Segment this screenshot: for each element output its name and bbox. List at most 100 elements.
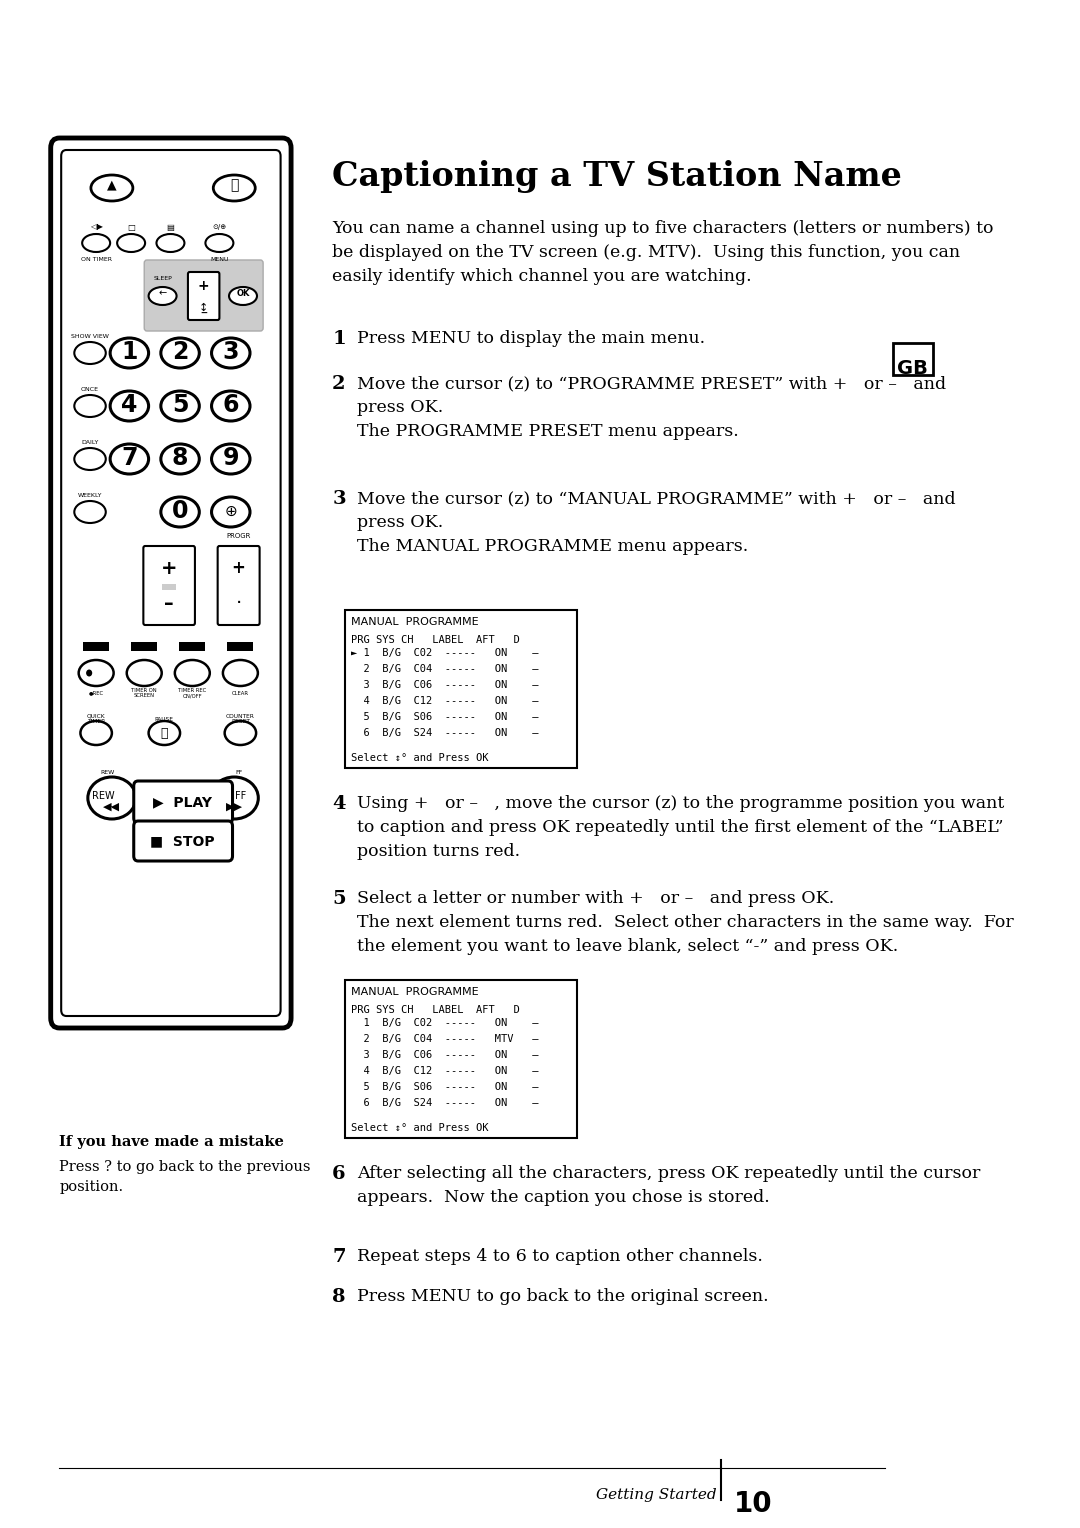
Ellipse shape xyxy=(212,338,249,368)
Text: Getting Started: Getting Started xyxy=(596,1488,717,1502)
Text: PRG SYS CH   LABEL  AFT   D: PRG SYS CH LABEL AFT D xyxy=(351,636,521,645)
Ellipse shape xyxy=(149,287,176,306)
Text: ◀◀: ◀◀ xyxy=(104,802,120,811)
FancyBboxPatch shape xyxy=(62,150,281,1016)
Text: COUNTER
RESET: COUNTER RESET xyxy=(226,714,255,724)
Ellipse shape xyxy=(211,778,258,819)
Bar xyxy=(83,642,109,651)
Text: Press MENU to display the main menu.: Press MENU to display the main menu. xyxy=(356,330,705,347)
Text: FF: FF xyxy=(235,770,242,775)
Text: ·: · xyxy=(235,593,242,613)
Text: SHOW VIEW: SHOW VIEW xyxy=(71,333,109,339)
Text: ⏻: ⏻ xyxy=(230,177,239,193)
FancyBboxPatch shape xyxy=(144,545,194,625)
Ellipse shape xyxy=(229,287,257,306)
Text: 10: 10 xyxy=(734,1490,773,1517)
FancyBboxPatch shape xyxy=(218,545,259,625)
Text: 0: 0 xyxy=(172,500,188,523)
Text: TIMER REC
ON/OFF: TIMER REC ON/OFF xyxy=(178,688,206,698)
Text: FF: FF xyxy=(234,792,246,801)
Text: ▲: ▲ xyxy=(107,179,117,191)
Text: ONCE: ONCE xyxy=(81,387,99,391)
Ellipse shape xyxy=(213,176,255,202)
Text: +: + xyxy=(161,559,177,578)
Bar xyxy=(227,642,254,651)
Text: 3: 3 xyxy=(333,490,346,507)
Text: 4  B/G  C12  -----   ON    –: 4 B/G C12 ----- ON – xyxy=(351,695,539,706)
Text: +: + xyxy=(198,280,210,293)
Text: Move the cursor (z) to “MANUAL PROGRAMME” with +   or –   and
press OK.
The MANU: Move the cursor (z) to “MANUAL PROGRAMME… xyxy=(356,490,956,555)
Text: 8: 8 xyxy=(172,446,188,471)
Text: 4  B/G  C12  -----   ON    –: 4 B/G C12 ----- ON – xyxy=(351,1067,539,1076)
Text: ⊕: ⊕ xyxy=(225,504,238,518)
Circle shape xyxy=(86,669,92,677)
Text: +: + xyxy=(232,559,245,578)
Ellipse shape xyxy=(110,445,149,474)
Text: 6: 6 xyxy=(222,393,239,417)
Ellipse shape xyxy=(212,497,249,527)
FancyBboxPatch shape xyxy=(134,781,232,824)
Ellipse shape xyxy=(161,445,200,474)
FancyBboxPatch shape xyxy=(134,821,232,860)
Text: 1: 1 xyxy=(333,330,346,348)
Text: ↕: ↕ xyxy=(199,303,208,313)
Text: 6: 6 xyxy=(333,1164,346,1183)
Text: OK: OK xyxy=(237,289,249,298)
Text: 5: 5 xyxy=(333,889,346,908)
Text: 2: 2 xyxy=(172,341,188,364)
Text: MANUAL  PROGRAMME: MANUAL PROGRAMME xyxy=(351,987,480,996)
Text: GB: GB xyxy=(897,359,928,377)
Ellipse shape xyxy=(161,497,200,527)
Ellipse shape xyxy=(117,234,145,252)
Text: ▶  PLAY: ▶ PLAY xyxy=(153,795,212,808)
Text: ■  STOP: ■ STOP xyxy=(150,834,215,848)
Text: PRG SYS CH   LABEL  AFT   D: PRG SYS CH LABEL AFT D xyxy=(351,1005,521,1015)
Text: REW: REW xyxy=(100,770,114,775)
Text: 6  B/G  S24  -----   ON    –: 6 B/G S24 ----- ON – xyxy=(351,727,539,738)
Ellipse shape xyxy=(80,721,112,746)
Bar xyxy=(162,584,176,590)
Text: After selecting all the characters, press OK repeatedly until the cursor
appears: After selecting all the characters, pres… xyxy=(356,1164,980,1206)
Text: 3  B/G  C06  -----   ON    –: 3 B/G C06 ----- ON – xyxy=(351,680,539,691)
Text: ⊙/⊕: ⊙/⊕ xyxy=(213,225,227,231)
Text: 3  B/G  C06  -----   ON    –: 3 B/G C06 ----- ON – xyxy=(351,1050,539,1060)
Text: WEEKLY: WEEKLY xyxy=(78,492,103,498)
Text: 7: 7 xyxy=(333,1248,346,1267)
Ellipse shape xyxy=(82,234,110,252)
Text: 8: 8 xyxy=(333,1288,346,1306)
Text: CLEAR: CLEAR xyxy=(232,691,248,695)
Ellipse shape xyxy=(75,501,106,523)
FancyBboxPatch shape xyxy=(51,138,292,1028)
Ellipse shape xyxy=(110,338,149,368)
Text: REW: REW xyxy=(92,792,114,801)
Ellipse shape xyxy=(149,721,180,746)
Text: PROGR: PROGR xyxy=(227,533,251,539)
Bar xyxy=(346,979,577,1138)
Text: SLEEP: SLEEP xyxy=(153,275,172,281)
Ellipse shape xyxy=(212,445,249,474)
Text: Using +   or –   , move the cursor (z) to the programme position you want
to cap: Using + or – , move the cursor (z) to th… xyxy=(356,795,1004,860)
Ellipse shape xyxy=(222,660,258,686)
Text: Press ? to go back to the previous
position.: Press ? to go back to the previous posit… xyxy=(59,1160,311,1193)
Text: Repeat steps 4 to 6 to caption other channels.: Repeat steps 4 to 6 to caption other cha… xyxy=(356,1248,762,1265)
Text: Select ↕° and Press OK: Select ↕° and Press OK xyxy=(351,753,489,762)
Ellipse shape xyxy=(205,234,233,252)
Text: 3: 3 xyxy=(222,341,239,364)
Text: 1  B/G  C02  -----   ON    –: 1 B/G C02 ----- ON – xyxy=(351,1018,539,1028)
Text: 1: 1 xyxy=(121,341,137,364)
Text: PAUSE: PAUSE xyxy=(154,717,174,721)
Text: TIMER ON
SCREEN: TIMER ON SCREEN xyxy=(132,688,157,698)
Ellipse shape xyxy=(75,448,106,471)
Ellipse shape xyxy=(225,721,256,746)
Ellipse shape xyxy=(91,176,133,202)
FancyBboxPatch shape xyxy=(188,272,219,319)
Bar xyxy=(346,610,577,769)
Text: 2  B/G  C04  -----   ON    –: 2 B/G C04 ----- ON – xyxy=(351,665,539,674)
Text: 5  B/G  S06  -----   ON    –: 5 B/G S06 ----- ON – xyxy=(351,712,539,723)
Text: Select a letter or number with +   or –   and press OK.
The next element turns r: Select a letter or number with + or – an… xyxy=(356,889,1013,955)
Text: 4: 4 xyxy=(121,393,137,417)
Text: Press MENU to go back to the original screen.: Press MENU to go back to the original sc… xyxy=(356,1288,768,1305)
Ellipse shape xyxy=(75,342,106,364)
Text: 9: 9 xyxy=(222,446,239,471)
Text: Captioning a TV Station Name: Captioning a TV Station Name xyxy=(333,160,902,193)
